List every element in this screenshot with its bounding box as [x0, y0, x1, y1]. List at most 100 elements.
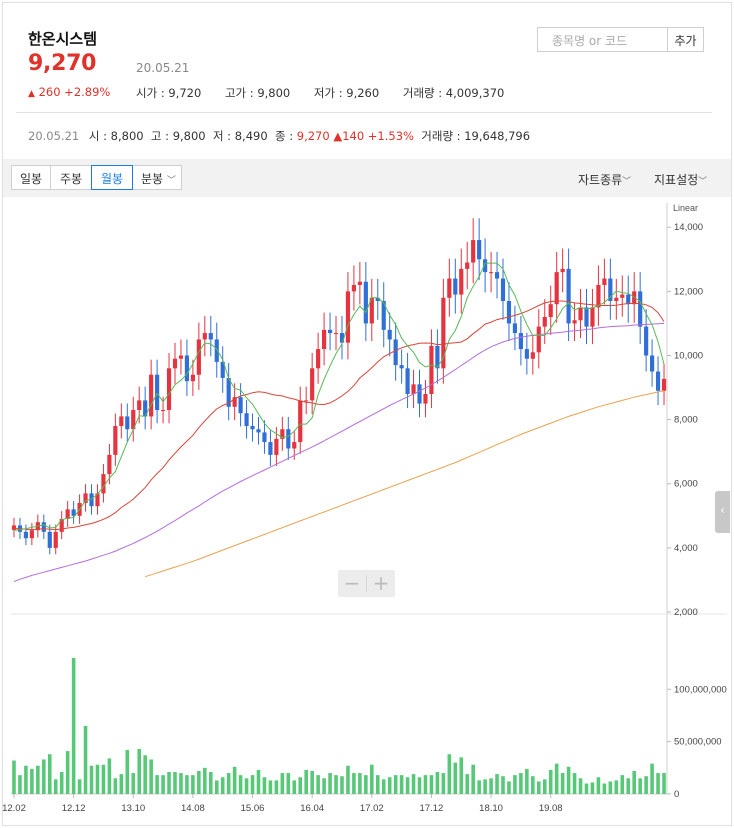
volume-bar — [286, 773, 291, 794]
volume-bar — [662, 773, 666, 794]
volume-bar — [298, 777, 303, 794]
candle-body — [244, 413, 249, 427]
volume-bar — [143, 755, 147, 794]
candle-body — [483, 259, 488, 273]
volume-bar — [203, 767, 207, 794]
candle-body — [584, 307, 589, 327]
candle-body — [83, 493, 88, 503]
volume-bar — [304, 769, 308, 794]
time-tick-label: 19.08 — [539, 803, 563, 814]
time-tick-label: 15.06 — [241, 803, 265, 814]
volume-bar — [364, 775, 368, 794]
stock-search-input[interactable]: 종목명 or 코드 — [537, 27, 668, 52]
candle-body — [602, 278, 607, 285]
candle-body — [441, 297, 446, 369]
volume-bar — [274, 780, 279, 794]
volume-bar — [191, 775, 195, 794]
tab-monthly[interactable]: 월봉 — [91, 165, 133, 190]
candle-body — [119, 416, 124, 427]
volume-bar — [548, 769, 553, 794]
volume-bar — [232, 766, 237, 794]
candle-body — [488, 272, 494, 274]
candle-body — [89, 493, 94, 507]
candle-body — [11, 525, 17, 530]
price-tick-label: 12,000 — [674, 286, 703, 297]
scale-label: Linear — [673, 203, 698, 213]
volume-bar — [542, 779, 547, 794]
candle-body — [399, 365, 404, 369]
volume-bar — [393, 775, 398, 794]
volume-bar — [501, 776, 505, 794]
side-panel-toggle[interactable]: ‹ — [715, 491, 730, 533]
candle-body — [572, 320, 577, 324]
volume-bar — [220, 777, 225, 794]
volume-bar — [381, 779, 386, 794]
volume-bar — [334, 775, 338, 794]
candle-body — [220, 361, 225, 378]
candle-body — [47, 531, 52, 548]
indicator-menu[interactable]: 지표설정﹀ — [654, 173, 708, 187]
price-chart[interactable]: Linear 2,000 4,000 6,000 8,000 10,000 12,000 14… — [0, 197, 734, 827]
candle-body — [363, 281, 368, 324]
zoom-out-button[interactable]: − — [343, 571, 361, 595]
volume-bar — [578, 778, 583, 794]
volume-bar — [292, 780, 297, 794]
chevron-down-icon: ﹀ — [622, 177, 632, 187]
candle-body — [280, 429, 285, 439]
volume-bar — [447, 754, 452, 794]
volume-bar — [256, 769, 261, 794]
volume-bar — [596, 777, 601, 794]
candle-body — [387, 329, 392, 340]
candle-body — [214, 339, 219, 362]
candle-body — [632, 291, 637, 305]
price-tick-label: 8,000 — [674, 415, 698, 426]
candle-body — [411, 384, 416, 394]
candle-body — [536, 326, 541, 353]
volume-bar — [244, 778, 249, 794]
minute-dropdown[interactable]: 분봉 ﹀ — [132, 165, 182, 190]
candle-body — [95, 493, 100, 507]
candle-body — [292, 442, 297, 449]
volume-bar — [161, 775, 165, 794]
volume-bar — [411, 774, 416, 794]
volume-bar — [42, 759, 46, 794]
candle-body — [447, 278, 452, 298]
volume-bar — [226, 773, 231, 794]
volume-bar — [12, 760, 16, 794]
add-stock-button[interactable]: 추가 — [667, 27, 704, 52]
volume-bar — [322, 778, 326, 794]
up-arrow-icon: ▲ — [28, 89, 35, 99]
time-tick-label: 12.12 — [62, 803, 86, 814]
candle-body — [101, 474, 106, 494]
volume-bar — [560, 773, 565, 794]
candle-body — [149, 374, 154, 417]
candle-body — [435, 345, 440, 369]
chart-type-menu[interactable]: 자트종류﹀ — [578, 173, 632, 187]
volume-bar — [208, 772, 213, 794]
volume-bar — [370, 764, 374, 794]
volume-bar — [471, 764, 475, 794]
tab-weekly[interactable]: 주봉 — [50, 165, 92, 190]
volume-bar — [155, 775, 159, 794]
candle-body — [542, 317, 547, 327]
candle-body — [256, 429, 261, 433]
volume-bar — [638, 778, 642, 794]
volume-bar — [387, 777, 392, 794]
change-value: 260 +2.89% — [38, 85, 111, 99]
ma20-line — [14, 300, 665, 531]
candle-body — [405, 368, 410, 394]
volume-bar — [483, 779, 487, 794]
low-price: 저가 : 9,260 — [313, 86, 380, 100]
zoom-in-button[interactable]: + — [372, 571, 390, 595]
candle-body — [238, 397, 243, 414]
time-tick-label: 18.10 — [479, 803, 503, 814]
candle-body — [333, 333, 339, 335]
chevron-down-icon: ﹀ — [166, 176, 176, 186]
quote-date: 20.05.21 — [136, 61, 190, 75]
volume-bar — [77, 779, 82, 794]
volume-bar — [107, 758, 112, 794]
candle-body — [638, 291, 643, 327]
tab-daily[interactable]: 일봉 — [11, 165, 51, 190]
volume-bar — [173, 772, 177, 794]
candle-body — [590, 307, 595, 327]
